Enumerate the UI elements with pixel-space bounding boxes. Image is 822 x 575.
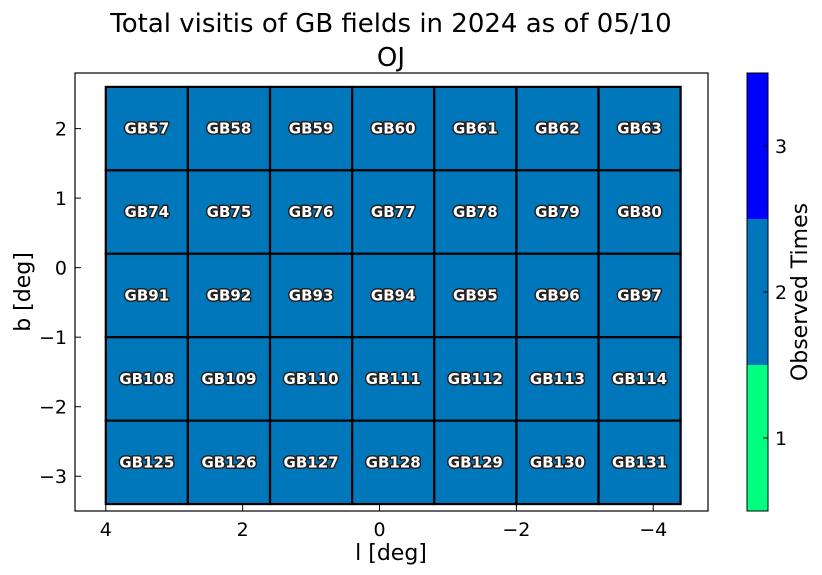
field-label-gb113: GB113	[530, 370, 585, 388]
field-label-gb125: GB125	[119, 453, 174, 471]
x-axis-label: l [deg]	[355, 541, 427, 566]
field-label-gb96: GB96	[535, 286, 580, 304]
y-tick-label: 0	[55, 258, 67, 280]
colorbar-segment-1	[747, 365, 768, 511]
field-cell-gb93	[268, 252, 354, 339]
colorbar-tick-label: 2	[775, 282, 787, 304]
y-tick-label: −3	[39, 466, 67, 488]
field-grid: GB57 GB58 GB59 GB60 GB61 GB62 GB63 GB74 GB75 GB76…	[104, 85, 682, 506]
field-cell-gb76	[268, 169, 354, 255]
field-cell-gb95	[433, 252, 518, 339]
field-label-gb126: GB126	[201, 453, 256, 471]
field-cell-gb131	[597, 419, 682, 506]
colorbar: 1 2 3	[746, 72, 787, 512]
x-axis-ticks: 4 2 0 −2 −4	[100, 505, 667, 541]
field-label-gb63: GB63	[617, 120, 662, 138]
y-axis-ticks: 2 1 0 −1 −2 −3	[39, 119, 81, 488]
field-cell-gb127	[268, 419, 354, 506]
colorbar-tick-label: 1	[775, 428, 787, 450]
field-label-gb91: GB91	[125, 286, 170, 304]
plot-area-frame	[74, 72, 709, 512]
field-cell-gb58	[186, 85, 272, 172]
field-cell-gb92	[186, 252, 272, 339]
field-label-gb60: GB60	[371, 120, 416, 138]
field-label-gb79: GB79	[535, 203, 580, 221]
field-label-gb112: GB112	[448, 370, 503, 388]
field-label-gb78: GB78	[453, 203, 498, 221]
chart-subtitle: OJ	[377, 43, 405, 73]
field-cell-gb125	[104, 419, 190, 506]
field-label-gb62: GB62	[535, 120, 580, 138]
field-cell-gb109	[186, 336, 272, 422]
field-label-gb57: GB57	[125, 120, 170, 138]
chart-title: Total visitis of GB fields in 2024 as of…	[109, 9, 671, 39]
colorbar-segment-3	[747, 73, 768, 219]
field-label-gb110: GB110	[284, 370, 339, 388]
field-label-gb114: GB114	[612, 370, 667, 388]
field-label-gb130: GB130	[530, 453, 585, 471]
field-label-gb59: GB59	[289, 120, 334, 138]
field-label-gb61: GB61	[453, 120, 498, 138]
field-cell-gb113	[515, 336, 600, 422]
colorbar-tick-label: 3	[775, 136, 787, 158]
field-label-gb109: GB109	[201, 370, 256, 388]
field-label-gb94: GB94	[371, 286, 416, 304]
field-label-gb58: GB58	[207, 120, 252, 138]
colorbar-label: Observed Times	[788, 203, 813, 381]
field-label-gb74: GB74	[125, 203, 170, 221]
field-cell-gb114	[597, 336, 682, 422]
field-label-gb108: GB108	[119, 370, 174, 388]
x-tick-label: 4	[100, 519, 112, 541]
field-cell-gb74	[104, 169, 190, 255]
field-label-gb93: GB93	[289, 286, 334, 304]
field-cell-gb62	[515, 85, 600, 172]
x-tick-label: −4	[639, 519, 667, 541]
y-tick-label: −1	[39, 327, 67, 349]
x-tick-label: −2	[502, 519, 530, 541]
colorbar-segment-2	[747, 219, 768, 365]
y-tick-label: 1	[55, 188, 67, 210]
field-label-gb80: GB80	[617, 203, 662, 221]
field-label-gb95: GB95	[453, 286, 498, 304]
field-cell-gb130	[515, 419, 600, 506]
field-label-gb127: GB127	[284, 453, 339, 471]
field-cell-gb96	[515, 252, 600, 339]
field-label-gb77: GB77	[371, 203, 416, 221]
field-cell-gb78	[433, 169, 518, 255]
field-label-gb128: GB128	[366, 453, 421, 471]
field-label-gb75: GB75	[207, 203, 252, 221]
field-label-gb92: GB92	[207, 286, 252, 304]
y-tick-label: 2	[55, 119, 67, 141]
x-tick-label: 2	[237, 519, 249, 541]
field-cell-gb94	[351, 252, 436, 339]
field-label-gb111: GB111	[366, 370, 421, 388]
field-label-gb97: GB97	[617, 286, 662, 304]
field-cell-gb97	[597, 252, 682, 339]
field-cell-gb80	[597, 169, 682, 255]
field-cell-gb108	[104, 336, 190, 422]
field-cell-gb57	[104, 85, 190, 172]
x-tick-label: 0	[373, 519, 385, 541]
field-label-gb129: GB129	[448, 453, 503, 471]
field-label-gb76: GB76	[289, 203, 334, 221]
field-label-gb131: GB131	[612, 453, 667, 471]
y-tick-label: −2	[39, 397, 67, 419]
y-axis-label: b [deg]	[11, 252, 36, 332]
